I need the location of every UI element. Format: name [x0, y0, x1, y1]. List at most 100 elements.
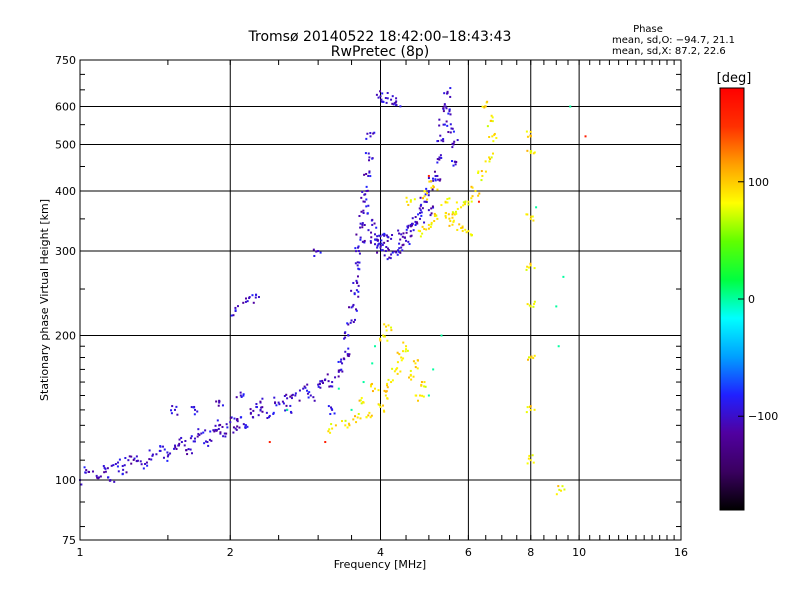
echo-point-O	[235, 428, 238, 431]
echo-point-X	[386, 397, 389, 400]
echo-point-X	[433, 220, 436, 223]
echo-point-X	[444, 214, 447, 217]
echo-point-X	[462, 201, 465, 204]
echo-point-X	[367, 414, 370, 417]
echo-point-X	[355, 421, 358, 424]
echo-point-O	[383, 232, 386, 235]
echo-point-O	[259, 400, 262, 403]
echo-point-O	[375, 93, 378, 96]
echo-point-O	[369, 240, 372, 243]
echo-point-O	[399, 238, 402, 241]
echo-point-O	[313, 399, 316, 402]
echo-point-O	[174, 446, 177, 449]
echo-point-X	[414, 366, 417, 369]
echo-point-O	[170, 409, 173, 412]
echo-point-O	[362, 209, 365, 212]
echo-point-O	[273, 396, 276, 399]
echo-point-O	[266, 417, 269, 420]
echo-point-O	[424, 200, 427, 203]
echo-point-O	[309, 394, 312, 397]
echo-point-X	[412, 375, 415, 378]
echo-point-O	[456, 139, 459, 142]
echo-point-X	[455, 212, 458, 215]
echo-point-noise	[432, 368, 435, 371]
echo-point-O	[405, 239, 408, 242]
echo-point-O	[229, 416, 232, 419]
echo-point-O	[128, 455, 131, 458]
echo-point-O	[88, 470, 91, 473]
echo-point-O	[355, 309, 358, 312]
echo-point-O	[187, 448, 190, 451]
echo-point-O	[215, 429, 218, 432]
echo-point-O	[203, 442, 206, 445]
echo-point-O	[255, 293, 258, 296]
echo-point-O	[355, 250, 358, 253]
echo-point-O	[180, 441, 183, 444]
echo-point-O	[455, 160, 458, 163]
echo-point-O	[401, 235, 404, 238]
echo-point-X	[417, 359, 420, 362]
echo-point-O	[395, 104, 398, 107]
echo-point-O	[449, 131, 452, 134]
echo-point-X	[448, 224, 451, 227]
echo-point-O	[277, 401, 280, 404]
echo-point-O	[363, 200, 366, 203]
echo-point-O	[366, 132, 369, 135]
echo-point-X	[471, 195, 474, 198]
echo-point-O	[366, 189, 369, 192]
echo-point-O	[173, 444, 176, 447]
echo-point-X	[488, 160, 491, 163]
echo-point-X	[382, 409, 385, 412]
echo-point-O	[236, 425, 239, 428]
echo-point-O	[452, 164, 455, 167]
echo-point-O	[376, 244, 379, 247]
echo-point-O	[454, 163, 457, 166]
echo-point-O	[357, 284, 360, 287]
echo-point-O	[415, 221, 418, 224]
x-tick-label: 6	[465, 546, 472, 559]
data-points	[79, 87, 587, 496]
echo-point-O	[177, 444, 180, 447]
echo-point-O	[240, 395, 243, 398]
echo-point-O	[420, 214, 423, 217]
echo-point-O	[425, 187, 428, 190]
echo-point-X	[533, 354, 536, 357]
echo-point-X	[391, 367, 394, 370]
echo-point-O	[312, 396, 315, 399]
x-tick-label: 10	[572, 546, 586, 559]
echo-point-X	[464, 228, 467, 231]
echo-point-O	[132, 458, 135, 461]
echo-point-O	[224, 435, 227, 438]
echo-point-X	[560, 489, 563, 492]
echo-point-O	[374, 243, 377, 246]
colorbar-tick-label: −100	[748, 410, 778, 423]
echo-point-O	[365, 172, 368, 175]
echo-point-X	[383, 410, 386, 413]
echo-point-O	[376, 246, 379, 249]
echo-point-O	[406, 225, 409, 228]
echo-point-O	[370, 236, 373, 239]
echo-point-X	[527, 358, 530, 361]
echo-point-O	[225, 423, 228, 426]
echo-point-O	[104, 467, 107, 470]
echo-point-X	[426, 198, 429, 201]
echo-point-X	[526, 462, 529, 465]
echo-point-O	[167, 453, 170, 456]
echo-point-O	[104, 470, 107, 473]
echo-point-X	[414, 394, 417, 397]
echo-point-noise	[371, 362, 374, 365]
echo-point-O	[337, 369, 340, 372]
echo-point-O	[355, 279, 358, 282]
echo-point-noise-warm	[427, 174, 430, 177]
echo-point-X	[357, 412, 360, 415]
echo-point-O	[356, 264, 359, 267]
echo-point-X	[484, 170, 487, 173]
echo-point-O	[265, 411, 268, 414]
echo-point-O	[306, 389, 309, 392]
echo-point-O	[414, 220, 417, 223]
echo-point-X	[558, 488, 561, 491]
echo-point-O	[102, 465, 105, 468]
echo-point-X	[480, 170, 483, 173]
echo-point-noise	[555, 305, 558, 308]
